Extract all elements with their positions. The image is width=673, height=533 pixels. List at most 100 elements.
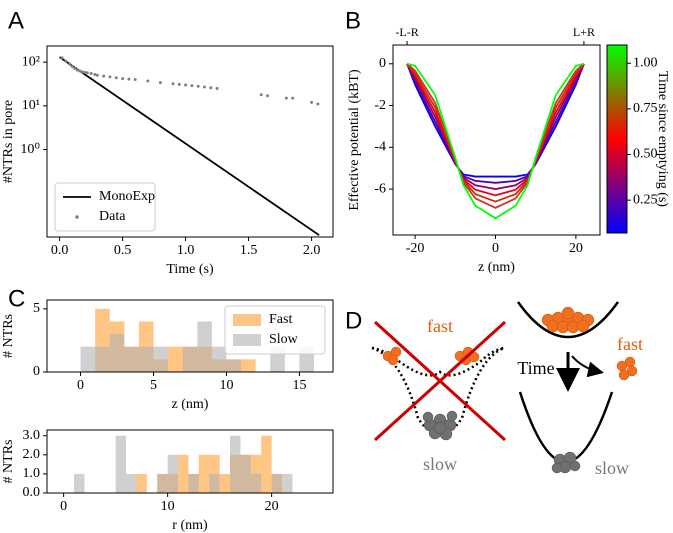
bar	[157, 473, 168, 493]
colorbar	[606, 44, 628, 234]
x-tick-label: 1.0	[177, 243, 195, 258]
bar	[138, 346, 154, 372]
y-tick-label: 5	[33, 301, 40, 316]
line	[406, 63, 585, 209]
bar	[167, 454, 179, 493]
well	[516, 301, 620, 339]
label-slow: slow	[423, 454, 457, 474]
colorbar-tick-label: 0.25	[633, 192, 658, 207]
point	[310, 100, 314, 104]
arrow	[571, 355, 604, 378]
particles-slow	[551, 451, 581, 474]
bar	[209, 473, 220, 493]
label-slow: slow	[595, 458, 629, 478]
point	[190, 84, 194, 88]
bar	[197, 321, 212, 372]
point	[108, 75, 112, 79]
point	[102, 74, 106, 78]
plot: 0.0 0.5 1.0 1.5 2.0 10⁰ 10¹ 10² Time (s) #NTRs in…	[1, 45, 334, 277]
point	[75, 68, 79, 72]
y-tick-label: 0	[33, 364, 40, 379]
point	[95, 73, 99, 77]
x2-tick-label: L+R	[573, 25, 595, 39]
point	[85, 71, 89, 75]
line	[406, 63, 585, 184]
frame	[46, 45, 334, 238]
x-tick-label: 10	[161, 499, 175, 514]
x-tick-label: 0.0	[51, 243, 69, 258]
bar	[115, 435, 127, 493]
fast-particles	[382, 346, 480, 366]
line	[406, 63, 585, 203]
frame	[392, 44, 601, 236]
legend: Fast Slow	[224, 305, 326, 355]
bar	[153, 346, 169, 372]
legend-label: MonoExp	[99, 189, 155, 204]
y-tick-label: 0.0	[23, 485, 41, 500]
point	[316, 102, 320, 106]
label-fast: fast	[427, 316, 453, 336]
point	[196, 84, 200, 88]
panel-letter: C	[8, 285, 25, 312]
point	[114, 76, 118, 80]
point	[209, 86, 213, 90]
bar	[124, 346, 139, 372]
line	[406, 63, 585, 178]
marks	[59, 56, 320, 236]
point	[73, 66, 77, 70]
panel-letter: B	[345, 7, 361, 34]
label-time: Time	[517, 358, 554, 378]
y-tick-label: -4	[374, 140, 386, 155]
bar	[80, 346, 96, 372]
point	[127, 77, 131, 81]
point	[121, 77, 125, 81]
x-axis-label: z (nm)	[172, 397, 209, 412]
bar	[168, 346, 183, 372]
particles-top	[541, 306, 595, 334]
bar	[230, 435, 241, 493]
y-tick-label: 2.0	[23, 447, 41, 462]
x-tick-label: -20	[406, 241, 425, 256]
point	[60, 56, 64, 60]
x-tick-label: 5	[150, 378, 157, 393]
point	[215, 86, 219, 90]
x-axis-label: r (nm)	[172, 518, 208, 533]
legend-label: Slow	[269, 332, 299, 347]
line	[406, 63, 585, 190]
bar	[188, 473, 199, 493]
bar	[250, 473, 262, 493]
x-tick-label: 2.0	[303, 243, 321, 258]
x-tick-label: 0	[60, 499, 67, 514]
legend-box	[54, 182, 156, 232]
bar	[226, 359, 242, 372]
bar	[126, 473, 137, 493]
point	[93, 73, 97, 77]
y-axis-label: #NTRs in pore	[1, 100, 16, 183]
x-tick-label: 0.5	[114, 243, 132, 258]
plot: 0 10 20 0.0 1.0 2.0 3.0 r (nm) # NTRs	[1, 428, 334, 533]
y-axis-label: # NTRs	[1, 314, 16, 358]
point	[184, 83, 188, 87]
frame	[46, 429, 334, 494]
bar	[240, 454, 251, 493]
well	[518, 391, 614, 464]
point	[265, 94, 269, 98]
bar	[219, 473, 231, 493]
line	[406, 63, 585, 197]
plot: -20 0 20-L-R L+R-6-4-20z (nm)Effective pote…	[347, 25, 670, 275]
colorbar-tick-label: 0.50	[633, 147, 658, 162]
bar	[182, 346, 198, 372]
bar	[95, 346, 110, 372]
bar	[261, 435, 272, 493]
legend-label: Data	[99, 209, 126, 224]
point	[146, 79, 150, 83]
point	[68, 62, 72, 66]
y-tick-label: 3.0	[23, 428, 41, 443]
point	[64, 59, 68, 63]
x-tick-label: 0	[77, 378, 84, 393]
panel-d: D fast slow Time fast slow	[345, 301, 643, 478]
point	[284, 96, 288, 100]
bar	[211, 346, 227, 372]
y-tick-label: -6	[374, 181, 386, 196]
y-tick-label: -2	[374, 98, 386, 113]
